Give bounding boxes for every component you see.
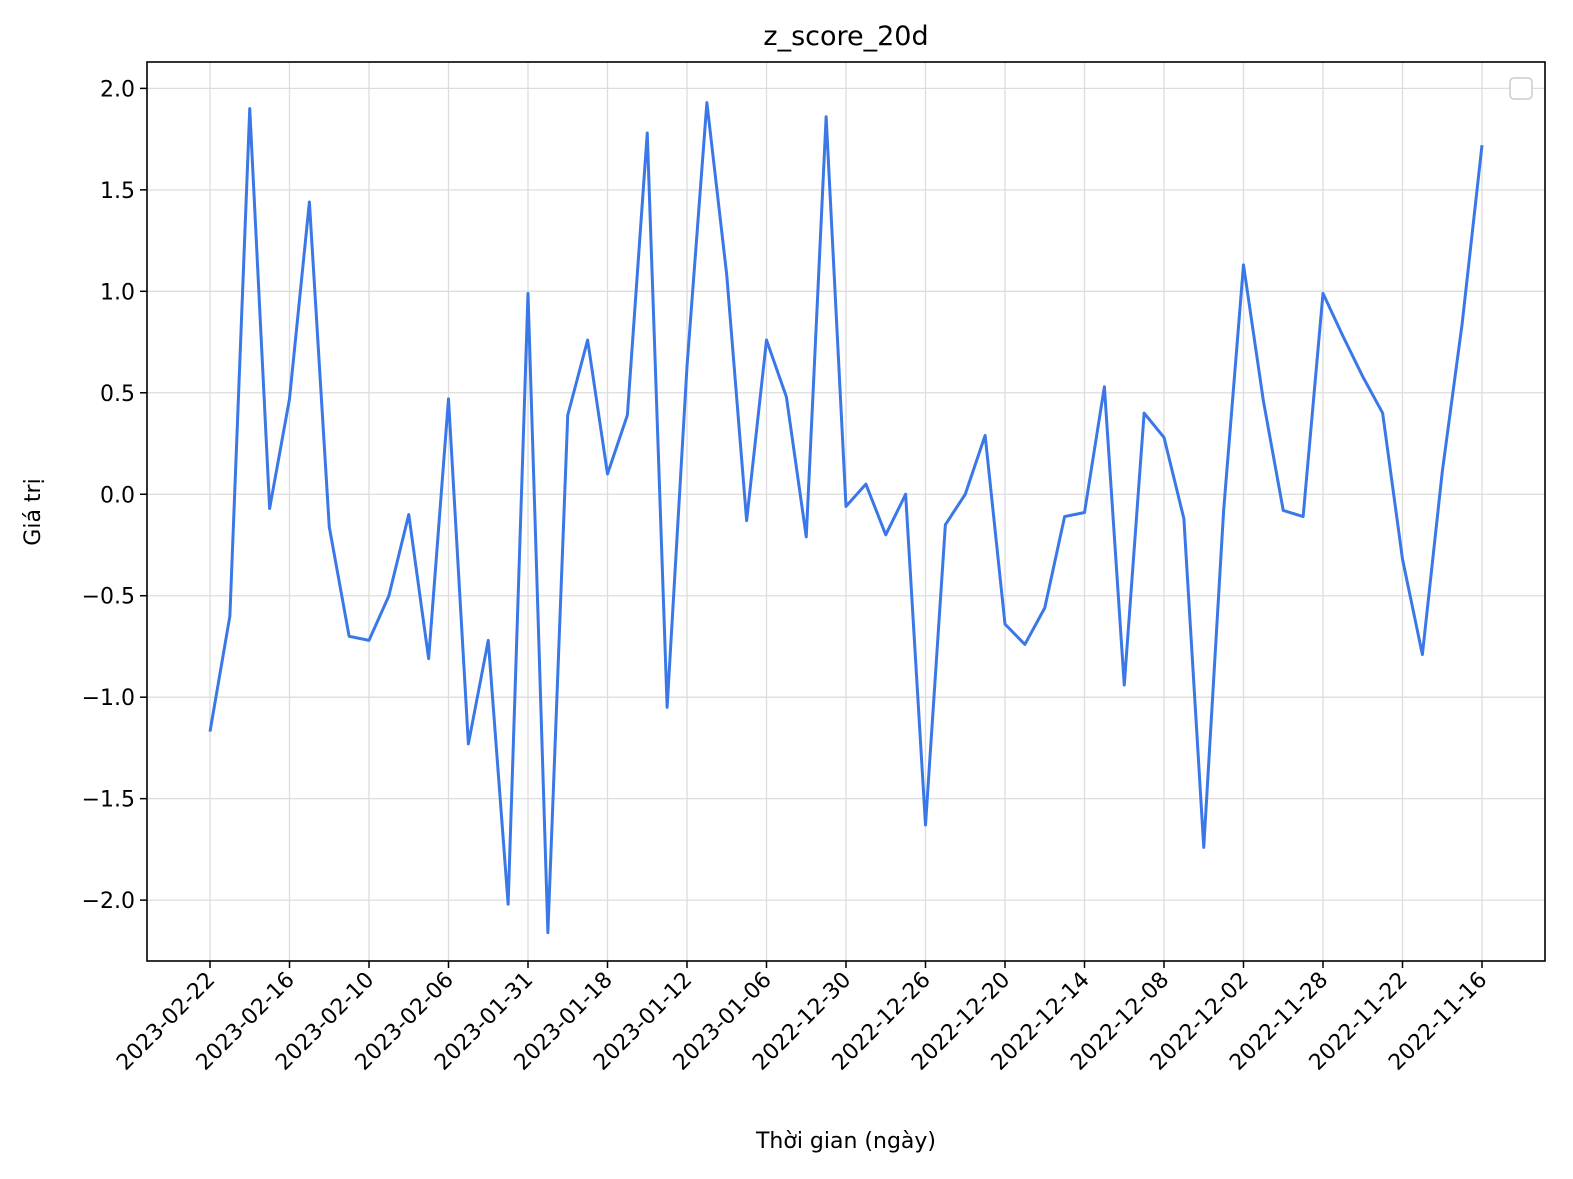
y-tick-label: 0.5 [100, 382, 135, 407]
series-layer [208, 101, 1484, 935]
y-axis-title: Giá trị [21, 478, 46, 545]
chart-title: z_score_20d [763, 21, 928, 52]
y-tick-label: 1.0 [100, 280, 135, 305]
y-tick-label: −1.0 [82, 686, 135, 711]
legend-box [1509, 77, 1533, 100]
y-tick-label: 0.0 [100, 483, 135, 508]
y-tick-label: −0.5 [82, 585, 135, 610]
y-tick-label: −1.5 [82, 788, 135, 813]
y-tick-label: 2.0 [100, 77, 135, 102]
y-tick-label: −2.0 [82, 889, 135, 914]
grid [147, 62, 1545, 961]
y-axis: 2.0 1.5 1.0 0.5 0.0 −0.5 −1.0 −1.5 −2.0 [82, 77, 147, 914]
x-axis-title: Thời gian (ngày) [755, 1129, 936, 1154]
y-tick-label: 1.5 [100, 179, 135, 204]
series-line [208, 101, 1484, 935]
